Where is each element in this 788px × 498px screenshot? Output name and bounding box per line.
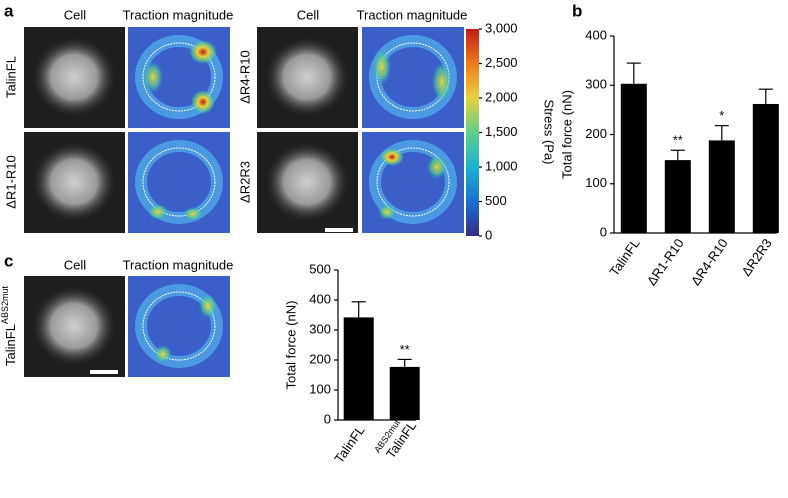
y-tick-label: 0 (600, 224, 607, 239)
y-tick-label: 0 (324, 411, 331, 426)
bar (664, 160, 691, 233)
traction-ring (369, 140, 457, 224)
traction-spot (380, 148, 404, 166)
cell-outline (142, 147, 216, 217)
cell-body (265, 142, 349, 222)
y-tick-label: 100 (585, 175, 607, 190)
x-tick-label-main: TalinFL (607, 236, 643, 279)
bar (708, 140, 735, 233)
row-label: ΔR4-R10 (237, 50, 252, 103)
colorbar-tick-label: 1,000 (485, 158, 518, 173)
panel-letter: b (572, 1, 582, 20)
x-tick-label-main: ΔR2R3 (739, 236, 775, 279)
significance-label: ** (673, 133, 683, 148)
panel-letter: a (4, 1, 14, 20)
bar (620, 83, 647, 234)
bar (752, 103, 779, 233)
column-header: Cell (64, 7, 87, 22)
x-tick-label: TalinFL (332, 423, 368, 466)
y-tick-label: 100 (309, 381, 331, 396)
colorbar-tick-label: 3,000 (485, 20, 518, 35)
traction-spot (183, 207, 203, 221)
y-tick-label: 200 (309, 351, 331, 366)
row-label-main: TalinFL (3, 324, 18, 366)
scale-bar (325, 228, 353, 232)
significance-label: ** (400, 342, 410, 357)
row-label: TalinFL (3, 56, 18, 98)
y-axis-label: Total force (nN) (559, 90, 574, 179)
column-header: Traction magnitude (123, 7, 234, 22)
x-tick-label-main: ΔR4-R10 (688, 236, 731, 288)
y-tick-label: 500 (309, 261, 331, 276)
colorbar (466, 29, 479, 236)
traction-ring (135, 140, 223, 224)
column-header: Cell (297, 7, 320, 22)
traction-spot (378, 204, 396, 220)
colorbar-tick-label: 2,500 (485, 55, 518, 70)
cell-outline (142, 291, 216, 361)
traction-spot (148, 204, 168, 220)
row-label: TalinFLABS2mut (0, 286, 18, 366)
column-header: Traction magnitude (357, 7, 468, 22)
cell-body (32, 286, 116, 366)
traction-spot (189, 40, 217, 64)
panel-letter: c (4, 251, 13, 270)
traction-spot (432, 62, 452, 102)
x-tick-label: TalinFL (607, 236, 643, 279)
column-header: Traction magnitude (123, 257, 234, 272)
y-tick-label: 200 (585, 126, 607, 141)
x-tick-label: ΔR1-R10 (644, 236, 687, 288)
y-tick-label: 400 (309, 291, 331, 306)
colorbar-tick-label: 0 (485, 227, 492, 242)
traction-spot (373, 49, 391, 85)
row-label: ΔR1-R10 (3, 155, 18, 208)
cell-body (265, 37, 349, 117)
y-tick-label: 400 (585, 27, 607, 42)
bar (343, 317, 374, 420)
micrographs (24, 27, 464, 377)
y-tick-label: 300 (309, 321, 331, 336)
x-tick-label: ΔR4-R10 (688, 236, 731, 288)
traction-spot (199, 294, 217, 318)
cell-outline (376, 147, 450, 217)
colorbar-tick-label: 1,500 (485, 124, 518, 139)
cell-body (32, 37, 116, 117)
cell-body (32, 142, 116, 222)
scale-bar (90, 370, 118, 374)
colorbar-label: Stress (Pa) (542, 99, 557, 164)
row-label: ΔR2R3 (237, 161, 252, 203)
x-tick-label-main: ΔR1-R10 (644, 236, 687, 288)
traction-spot (154, 345, 172, 363)
row-label-sup: ABS2mut (0, 286, 10, 325)
traction-ring (135, 35, 223, 119)
y-tick-label: 300 (585, 77, 607, 92)
significance-label: * (719, 108, 724, 123)
traction-ring (135, 284, 223, 368)
colorbar-tick-label: 500 (485, 193, 507, 208)
traction-spot (427, 155, 447, 179)
y-axis-label: Total force (nN) (283, 301, 298, 390)
traction-spot (191, 90, 215, 114)
traction-spot (143, 61, 163, 93)
bar (389, 366, 420, 420)
colorbar-tick-label: 2,000 (485, 89, 518, 104)
x-tick-label-main: TalinFL (332, 423, 368, 466)
x-tick-label: ΔR2R3 (739, 236, 775, 279)
column-header: Cell (64, 257, 87, 272)
